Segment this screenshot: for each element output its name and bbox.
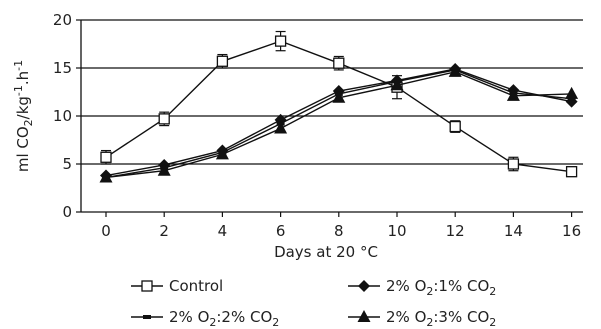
legend-label-part: 2 — [489, 285, 496, 298]
legend-label: 2% O2:2% CO2 — [169, 308, 279, 329]
legend-item: Control — [131, 277, 223, 295]
legend-item: 2% O2:2% CO2 — [131, 308, 279, 329]
x-tick-label: 10 — [387, 222, 406, 240]
legend-label-part: 2% O — [169, 308, 209, 326]
data-point — [274, 121, 288, 134]
legend-label-part: :3% CO — [433, 308, 489, 326]
legend-label: 2% O2:3% CO2 — [386, 308, 496, 329]
data-point — [99, 170, 113, 183]
legend-marker — [141, 280, 153, 292]
series-layer — [99, 30, 579, 183]
legend-label: Control — [169, 277, 223, 295]
data-point — [448, 64, 462, 77]
legend-label-part: 2 — [426, 285, 433, 298]
x-tick-label: 0 — [101, 222, 111, 240]
y-axis-title-part: -1 — [12, 60, 25, 71]
x-tick-label: 6 — [276, 222, 286, 240]
y-tick-label: 0 — [62, 203, 72, 221]
data-point — [333, 57, 345, 69]
data-point — [216, 55, 229, 67]
data-point — [506, 88, 520, 101]
data-point — [215, 147, 229, 160]
y-axis-title-part: /kg — [14, 96, 32, 119]
legend-marker — [358, 280, 370, 292]
y-tick-label: 10 — [53, 107, 72, 125]
y-axis-title: ml CO2/kg-1.h-1 — [12, 60, 35, 172]
legend-item: 2% O2:1% CO2 — [348, 277, 496, 298]
data-point — [565, 166, 578, 178]
legend-label-part: Control — [169, 277, 223, 295]
gridlines — [81, 19, 583, 165]
data-point — [332, 90, 346, 103]
x-axis-title: Days at 20 °C — [274, 243, 378, 261]
axes — [76, 19, 583, 217]
data-point — [449, 120, 461, 133]
x-tick-label: 16 — [562, 222, 581, 240]
y-axis-title-part: .h — [14, 71, 32, 85]
y-tick-label: 5 — [62, 155, 72, 173]
series-1 — [100, 30, 578, 178]
data-point — [507, 158, 520, 170]
data-point — [158, 113, 170, 125]
legend-label-part: :2% CO — [216, 308, 272, 326]
x-tick-label: 2 — [159, 222, 169, 240]
series-line — [105, 68, 572, 177]
y-axis-title-part: 2 — [22, 119, 35, 126]
legend-label-part: 2% O — [386, 277, 426, 295]
data-point — [390, 78, 404, 91]
legend-marker — [357, 310, 371, 322]
legend-label-part: 2 — [272, 316, 279, 329]
data-point — [100, 151, 112, 163]
data-point — [157, 163, 171, 176]
x-tick-label: 14 — [504, 222, 523, 240]
x-tick-label: 4 — [218, 222, 228, 240]
x-tick-label: 8 — [334, 222, 344, 240]
legend-marker — [143, 315, 151, 319]
legend-label-part: :1% CO — [433, 277, 489, 295]
legend-label-part: 2 — [489, 316, 496, 329]
y-tick-label: 20 — [53, 11, 72, 29]
y-axis-title-part: ml CO — [14, 126, 32, 172]
legend-item: 2% O2:3% CO2 — [348, 308, 496, 329]
y-tick-label: 15 — [53, 59, 72, 77]
legend-label-part: 2 — [426, 316, 433, 329]
y-axis-title-part: -1 — [12, 85, 25, 96]
x-tick-label: 12 — [446, 222, 465, 240]
data-point — [274, 35, 287, 47]
data-point — [565, 86, 579, 99]
series-4 — [99, 64, 579, 183]
legend-label-part: 2 — [209, 316, 216, 329]
legend-label-part: 2% O — [386, 308, 426, 326]
legend-label: 2% O2:1% CO2 — [386, 277, 496, 298]
